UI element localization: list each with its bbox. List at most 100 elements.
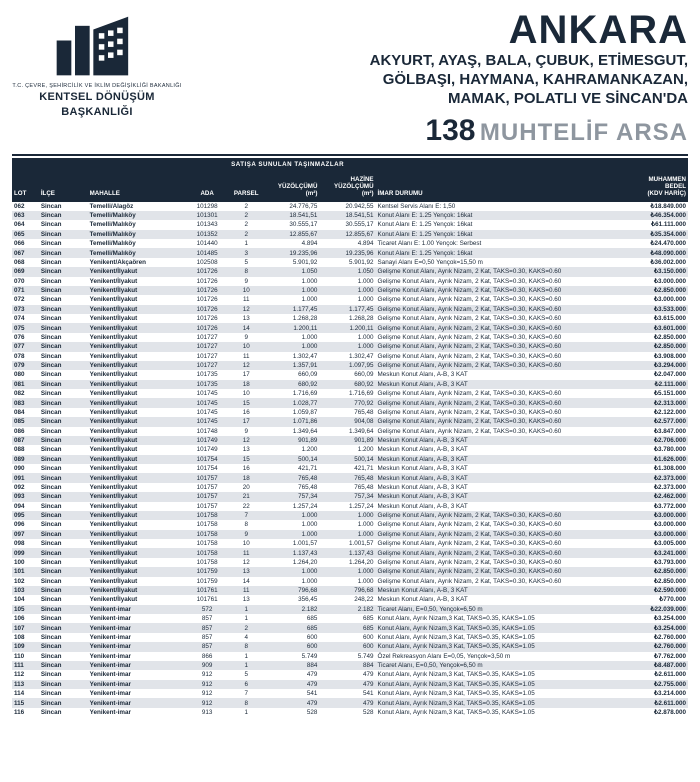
table-row: 082SincanYenikent/İlyakut101745101.716,6…	[12, 389, 688, 398]
cell-ada: 866	[185, 652, 229, 661]
cell-ilce: Sincan	[39, 633, 88, 642]
cell-lot: 091	[12, 473, 39, 482]
cell-parsel: 16	[229, 464, 263, 473]
lot-count: 138	[425, 114, 475, 147]
cell-hyuz: 685	[319, 614, 375, 623]
cell-yuz: 30.555,17	[263, 220, 319, 229]
cell-ada: 101727	[185, 352, 229, 361]
cell-bedel: ₺2.850.000	[620, 577, 688, 586]
cell-imar: Gelişme Konut Alanı, Ayrık Nizam, 2 Kat,…	[376, 333, 620, 342]
cell-mahalle: Yenikent/İlyakut	[88, 333, 186, 342]
cell-parsel: 7	[229, 689, 263, 698]
cell-bedel: ₺3.780.000	[620, 445, 688, 454]
cell-ada: 101726	[185, 295, 229, 304]
cell-ada: 101735	[185, 370, 229, 379]
cell-bedel: ₺3.214.000	[620, 689, 688, 698]
ministry-line: T.C. ÇEVRE, ŞEHİRCİLİK VE İKLİM DEĞİŞİKL…	[12, 83, 182, 89]
cell-lot: 082	[12, 389, 39, 398]
cell-lot: 067	[12, 248, 39, 257]
cell-ada: 101440	[185, 239, 229, 248]
cell-ilce: Sincan	[39, 258, 88, 267]
cell-yuz: 24.776,75	[263, 202, 319, 211]
table-row: 077SincanYenikent/İlyakut101727101.0001.…	[12, 342, 688, 351]
cell-bedel: ₺2.760.000	[620, 633, 688, 642]
cell-ada: 101301	[185, 211, 229, 220]
cell-ilce: Sincan	[39, 652, 88, 661]
cell-mahalle: Temelli/Malıköy	[88, 239, 186, 248]
th-lot: LOT	[12, 173, 39, 201]
cell-parsel: 10	[229, 539, 263, 548]
cell-imar: Meskun Konut Alanı, A-B, 3 KAT	[376, 464, 620, 473]
table-head: SATIŞA SUNULAN TAŞINMAZLAR LOT İLÇE MAHA…	[12, 158, 688, 201]
cell-lot: 075	[12, 323, 39, 332]
cell-parsel: 6	[229, 680, 263, 689]
cell-mahalle: Yenikent/İlyakut	[88, 361, 186, 370]
cell-hyuz: 479	[319, 670, 375, 679]
cell-yuz: 796,68	[263, 586, 319, 595]
cell-hyuz: 12.855,67	[319, 230, 375, 239]
cell-imar: Özel Rekreasyon Alanı E=0,05, Yençok=3,5…	[376, 652, 620, 661]
cell-parsel: 13	[229, 567, 263, 576]
cell-ilce: Sincan	[39, 642, 88, 651]
cell-ada: 101748	[185, 427, 229, 436]
section-title: SATIŞA SUNULAN TAŞINMAZLAR	[229, 158, 619, 173]
cell-ada: 101757	[185, 473, 229, 482]
cell-ilce: Sincan	[39, 548, 88, 557]
districts-line-3: MAMAK, POLATLI VE SİNCAN'DA	[196, 90, 688, 109]
cell-mahalle: Yenikent/İlyakut	[88, 464, 186, 473]
cell-ada: 101727	[185, 342, 229, 351]
cell-ada: 101745	[185, 389, 229, 398]
cell-ilce: Sincan	[39, 586, 88, 595]
cell-ada: 101757	[185, 492, 229, 501]
cell-ilce: Sincan	[39, 417, 88, 426]
lot-count-label: MUHTELİF ARSA	[480, 119, 688, 146]
cell-yuz: 757,34	[263, 492, 319, 501]
cell-parsel: 2	[229, 220, 263, 229]
cell-hyuz: 1.264,20	[319, 558, 375, 567]
cell-parsel: 17	[229, 370, 263, 379]
table-row: 091SincanYenikent/İlyakut10175718765,487…	[12, 473, 688, 482]
cell-yuz: 600	[263, 633, 319, 642]
cell-bedel: ₺2.850.000	[620, 567, 688, 576]
cell-imar: Meskun Konut Alanı, A-B, 3 KAT	[376, 370, 620, 379]
table-row: 092SincanYenikent/İlyakut10175720765,487…	[12, 483, 688, 492]
cell-parsel: 15	[229, 455, 263, 464]
cell-parsel: 22	[229, 502, 263, 511]
cell-imar: Konut Alanı E: 1.25 Yençok: 16kat	[376, 230, 620, 239]
cell-yuz: 1.000	[263, 286, 319, 295]
cell-lot: 115	[12, 698, 39, 707]
cell-ada: 101754	[185, 464, 229, 473]
cell-ada: 101727	[185, 361, 229, 370]
cell-lot: 088	[12, 445, 39, 454]
cell-imar: Gelişme Konut Alanı, Ayrık Nizam, 2 Kat,…	[376, 558, 620, 567]
cell-bedel: ₺3.533.000	[620, 305, 688, 314]
cell-yuz: 765,48	[263, 473, 319, 482]
cell-ada: 101745	[185, 408, 229, 417]
cell-yuz: 1.200,11	[263, 323, 319, 332]
cell-ilce: Sincan	[39, 352, 88, 361]
cell-parsel: 21	[229, 492, 263, 501]
cell-yuz: 5.749	[263, 652, 319, 661]
table-row: 066SincanTemelli/Malıköy10144014.8944.89…	[12, 239, 688, 248]
table-row: 109SincanYenikent-imar8578600600Konut Al…	[12, 642, 688, 651]
cell-ada: 101761	[185, 595, 229, 604]
cell-imar: Konut Alanı E: 1.25 Yençok: 16kat	[376, 211, 620, 220]
cell-hyuz: 600	[319, 633, 375, 642]
cell-parsel: 2	[229, 202, 263, 211]
cell-imar: Konut Alanı, Ayrık Nizam,3 Kat, TAKS=0.3…	[376, 689, 620, 698]
cell-parsel: 17	[229, 417, 263, 426]
cell-mahalle: Yenikent-imar	[88, 605, 186, 614]
cell-lot: 081	[12, 380, 39, 389]
header-divider	[12, 154, 688, 156]
cell-yuz: 1.000	[263, 333, 319, 342]
cell-imar: Meskun Konut Alanı, A-B, 3 KAT	[376, 455, 620, 464]
cell-hyuz: 1.050	[319, 267, 375, 276]
cell-hyuz: 1.097,95	[319, 361, 375, 370]
cell-parsel: 5	[229, 670, 263, 679]
cell-bedel: ₺3.000.000	[620, 295, 688, 304]
cell-yuz: 901,89	[263, 436, 319, 445]
cell-yuz: 1.000	[263, 295, 319, 304]
table-row: 111SincanYenikent-imar9091884884Ticaret …	[12, 661, 688, 670]
cell-hyuz: 1.001,57	[319, 539, 375, 548]
cell-hyuz: 1.000	[319, 530, 375, 539]
